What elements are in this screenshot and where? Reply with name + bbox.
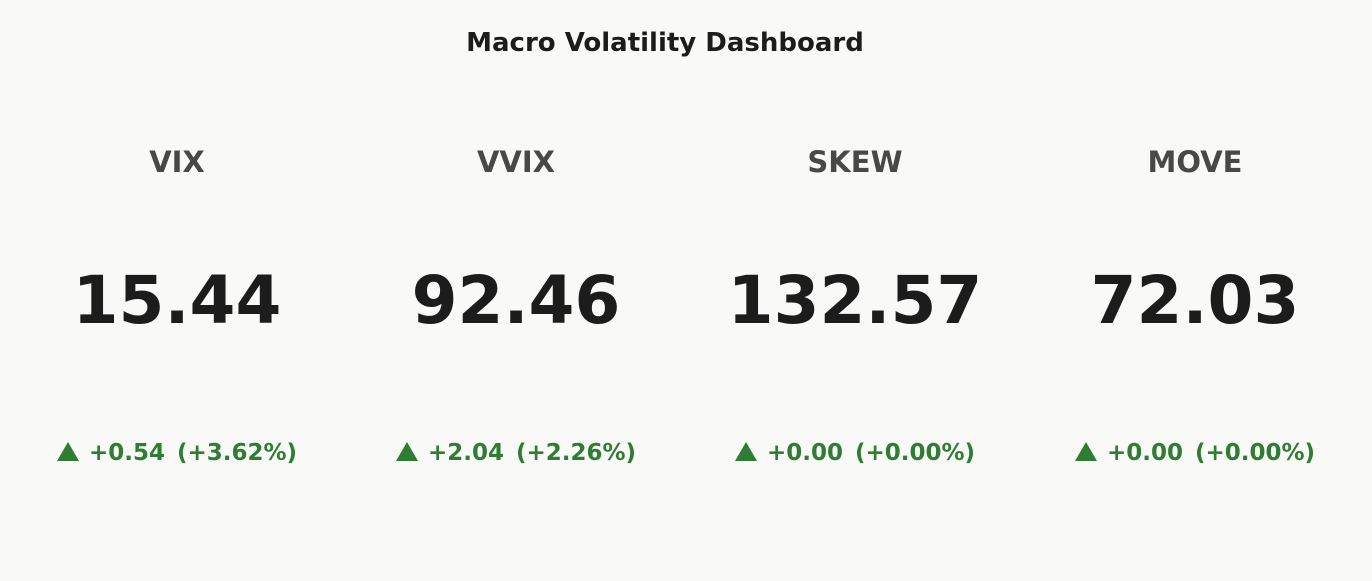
metric-label: VIX [149, 145, 205, 179]
metric-label: MOVE [1147, 145, 1243, 179]
metric-change-pct: (+0.00%) [854, 440, 976, 466]
metric-change-abs: +0.00 [766, 440, 843, 466]
metric-change: +2.04 (+2.26%) [346, 440, 686, 466]
metric-change-pct: (+2.26%) [515, 440, 637, 466]
metric-value: 132.57 [727, 262, 983, 339]
metric-change: +0.00 (+0.00%) [685, 440, 1025, 466]
triangle-up-icon [734, 442, 757, 461]
metric-value: 92.46 [411, 262, 621, 339]
triangle-up-icon [1074, 442, 1097, 461]
metric-card-skew: SKEW 132.57 +0.00 (+0.00%) [685, 0, 1025, 581]
metric-value: 72.03 [1090, 262, 1300, 339]
metric-change-pct: (+3.62%) [176, 440, 298, 466]
metric-label: SKEW [807, 145, 903, 179]
metric-value: 15.44 [72, 262, 282, 339]
metric-change: +0.54 (+3.62%) [7, 440, 347, 466]
metric-change-abs: +0.54 [88, 440, 165, 466]
metric-label: VVIX [476, 145, 556, 179]
metric-card-vix: VIX 15.44 +0.54 (+3.62%) [7, 0, 347, 581]
metric-card-vvix: VVIX 92.46 +2.04 (+2.26%) [346, 0, 686, 581]
metric-change-abs: +2.04 [427, 440, 504, 466]
triangle-up-icon [395, 442, 418, 461]
metric-change: +0.00 (+0.00%) [1025, 440, 1365, 466]
metric-change-pct: (+0.00%) [1194, 440, 1316, 466]
dashboard-title: Macro Volatility Dashboard [466, 28, 864, 58]
metric-card-move: MOVE 72.03 +0.00 (+0.00%) [1025, 0, 1365, 581]
metric-change-abs: +0.00 [1106, 440, 1183, 466]
triangle-up-icon [56, 442, 79, 461]
